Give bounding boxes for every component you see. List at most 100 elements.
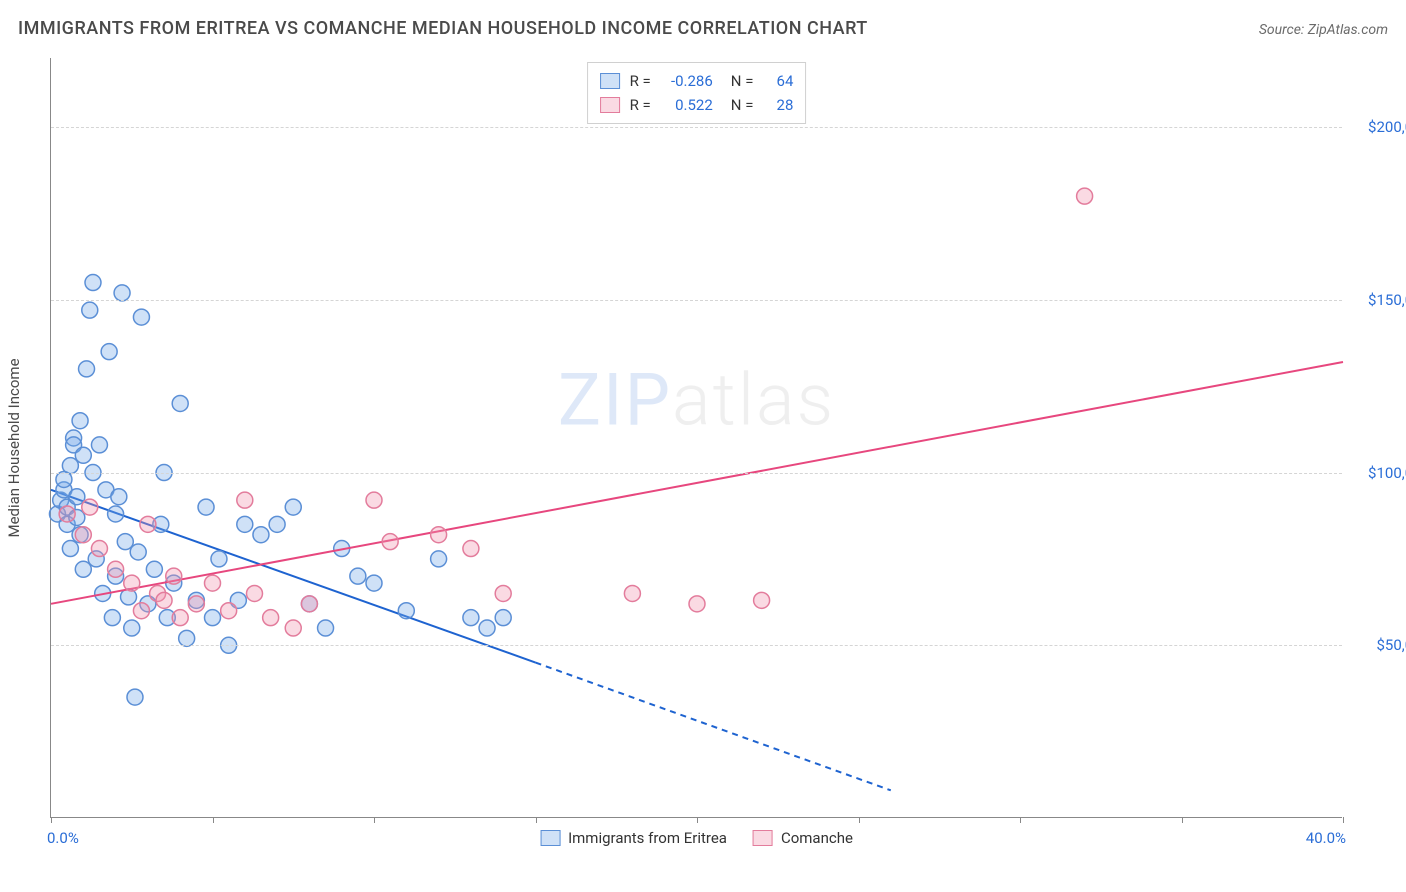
- data-point: [211, 551, 227, 567]
- data-point: [205, 610, 221, 626]
- y-tick-label: $100,000: [1350, 464, 1406, 482]
- data-point: [82, 499, 98, 515]
- legend-stats-row: R = -0.286 N = 64: [600, 69, 794, 93]
- x-tick: [1182, 817, 1183, 823]
- x-tick: [859, 817, 860, 823]
- data-point: [156, 592, 172, 608]
- data-point: [172, 610, 188, 626]
- chart-area: Median Household Income ZIPatlas R =-0.2…: [50, 58, 1342, 838]
- data-point: [75, 527, 91, 543]
- data-point: [172, 395, 188, 411]
- stat-r-label: R =: [630, 93, 651, 117]
- chart-header: IMMIGRANTS FROM ERITREA VS COMANCHE MEDI…: [18, 18, 1388, 39]
- data-point: [91, 541, 107, 557]
- data-point: [179, 630, 195, 646]
- data-point: [301, 596, 317, 612]
- legend-item: Comanche: [753, 829, 853, 847]
- data-point: [246, 585, 262, 601]
- x-min-label: 0.0%: [47, 829, 79, 847]
- y-tick-label: $200,000: [1350, 118, 1406, 136]
- data-point: [75, 447, 91, 463]
- legend-swatch: [600, 97, 620, 113]
- legend-stats-box: R = -0.286 N = 64 R = 0.522 N = 28: [587, 62, 807, 124]
- legend-swatch: [540, 830, 560, 846]
- source-label: Source: ZipAtlas.com: [1259, 22, 1388, 38]
- legend-stats-row: R = 0.522 N = 28: [600, 93, 794, 117]
- data-point: [124, 620, 140, 636]
- data-point: [754, 592, 770, 608]
- data-point: [101, 344, 117, 360]
- data-point: [689, 596, 705, 612]
- data-point: [431, 551, 447, 567]
- data-point: [263, 610, 279, 626]
- data-point: [237, 516, 253, 532]
- data-point: [1077, 188, 1093, 204]
- data-point: [133, 603, 149, 619]
- data-point: [188, 596, 204, 612]
- x-max-label: 40.0%: [1306, 829, 1346, 847]
- data-point: [127, 689, 143, 705]
- grid-line: [51, 300, 1342, 301]
- legend-swatch: [753, 830, 773, 846]
- legend-item-label: Immigrants from Eritrea: [568, 829, 727, 847]
- x-tick: [1343, 817, 1344, 823]
- data-point: [124, 575, 140, 591]
- data-point: [350, 568, 366, 584]
- data-point: [166, 568, 182, 584]
- stat-n-value: 64: [763, 69, 793, 93]
- stat-n-label: N =: [731, 69, 754, 93]
- stat-n-label: N =: [731, 93, 754, 117]
- stat-r-label: R =: [630, 69, 651, 93]
- data-point: [114, 285, 130, 301]
- data-point: [221, 603, 237, 619]
- legend-swatch: [600, 73, 620, 89]
- data-point: [130, 544, 146, 560]
- data-point: [624, 585, 640, 601]
- data-point: [495, 585, 511, 601]
- data-point: [72, 413, 88, 429]
- data-point: [366, 492, 382, 508]
- y-tick-label: $50,000: [1350, 636, 1406, 654]
- trend-line-dashed: [536, 663, 891, 791]
- data-point: [205, 575, 221, 591]
- data-point: [463, 610, 479, 626]
- plot-svg: [51, 58, 1342, 817]
- data-point: [146, 561, 162, 577]
- stat-n-value: 28: [763, 93, 793, 117]
- legend-series: Immigrants from Eritrea Comanche: [540, 829, 853, 847]
- data-point: [198, 499, 214, 515]
- data-point: [108, 506, 124, 522]
- data-point: [269, 516, 285, 532]
- data-point: [62, 541, 78, 557]
- scatter-plot: ZIPatlas R =-0.286N =64R =0.522N =28 0.0…: [50, 58, 1342, 818]
- grid-line: [51, 473, 1342, 474]
- data-point: [85, 275, 101, 291]
- x-tick: [51, 817, 52, 823]
- y-axis-label: Median Household Income: [5, 358, 23, 537]
- data-point: [285, 499, 301, 515]
- data-point: [108, 561, 124, 577]
- legend-item-label: Comanche: [781, 829, 853, 847]
- data-point: [463, 541, 479, 557]
- x-tick: [697, 817, 698, 823]
- data-point: [104, 610, 120, 626]
- data-point: [237, 492, 253, 508]
- x-tick: [1020, 817, 1021, 823]
- grid-line: [51, 645, 1342, 646]
- data-point: [366, 575, 382, 591]
- data-point: [79, 361, 95, 377]
- data-point: [111, 489, 127, 505]
- data-point: [133, 309, 149, 325]
- data-point: [285, 620, 301, 636]
- data-point: [59, 506, 75, 522]
- trend-line: [51, 362, 1343, 604]
- data-point: [318, 620, 334, 636]
- data-point: [91, 437, 107, 453]
- data-point: [479, 620, 495, 636]
- data-point: [140, 516, 156, 532]
- legend-item: Immigrants from Eritrea: [540, 829, 727, 847]
- stat-r-value: 0.522: [661, 93, 713, 117]
- x-tick: [213, 817, 214, 823]
- stat-r-value: -0.286: [661, 69, 713, 93]
- grid-line: [51, 127, 1342, 128]
